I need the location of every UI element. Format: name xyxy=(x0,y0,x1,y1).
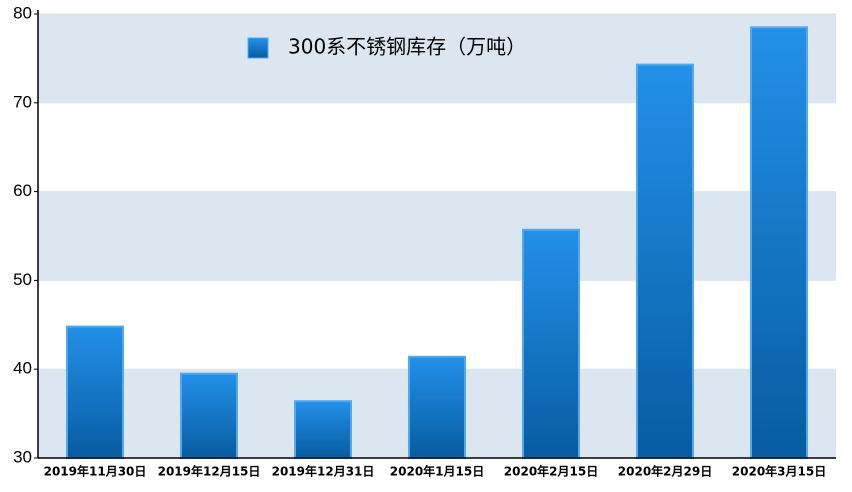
x-tick-label: 2019年12月15日 xyxy=(158,464,261,479)
y-tick-label: 80 xyxy=(13,3,32,22)
bar xyxy=(408,355,466,460)
x-tick-label: 2020年1月15日 xyxy=(390,464,484,479)
bar xyxy=(294,400,352,459)
legend-label: 300系不锈钢库存（万吨） xyxy=(288,35,526,59)
y-tick-label: 60 xyxy=(13,181,32,200)
bar xyxy=(66,325,124,459)
x-tick-label: 2019年12月31日 xyxy=(272,464,375,479)
y-tick-label: 30 xyxy=(13,447,32,466)
grid-band xyxy=(38,14,836,103)
y-tick-label: 70 xyxy=(13,92,32,111)
y-tick-label: 50 xyxy=(13,270,32,289)
x-tick-label: 2019年11月30日 xyxy=(44,464,147,479)
grid-band xyxy=(38,191,836,281)
legend-swatch xyxy=(247,37,269,59)
bar xyxy=(180,372,238,460)
x-tick-label: 2020年2月29日 xyxy=(618,464,712,479)
bar xyxy=(750,26,808,459)
bar xyxy=(636,63,694,459)
x-tick-label: 2020年2月15日 xyxy=(504,464,598,479)
x-tick-label: 2020年3月15日 xyxy=(732,464,826,479)
y-tick-label: 40 xyxy=(13,359,32,378)
bar xyxy=(522,228,580,459)
